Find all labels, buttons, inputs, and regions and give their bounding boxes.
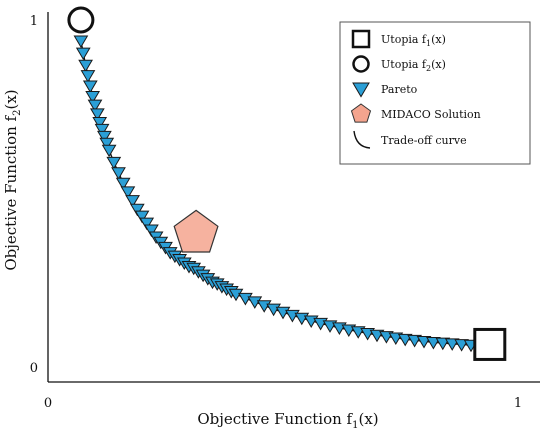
y-axis-label: Objective Function f2(x) (2, 89, 23, 270)
legend-box (339, 21, 531, 165)
legend: Utopia f1(x) Utopia f2(x) Pareto MIDACO Sol… (339, 21, 531, 165)
pareto-point (115, 177, 131, 191)
y-tick-label: 0 (30, 361, 38, 376)
midaco-solution-layer (173, 209, 219, 253)
pareto-point (444, 338, 460, 351)
pareto-point (97, 130, 112, 144)
pareto-point (435, 337, 451, 351)
pareto-point (454, 339, 469, 352)
pareto-point (92, 116, 108, 130)
pareto-point (80, 70, 96, 83)
midaco-solution-marker (173, 209, 219, 253)
x-axis-label-subscript: 1 (352, 420, 358, 431)
legend-curve-symbol (353, 130, 371, 149)
utopia-points-layer (67, 6, 507, 361)
tick-labels: 0 1 0 1 (30, 14, 522, 411)
axes (47, 12, 540, 383)
pareto-point (125, 195, 140, 208)
legend-label-utopia1: Utopia f1(x) (381, 33, 446, 48)
legend-label-midaco: MIDACO Solution (381, 108, 481, 121)
pareto-point (407, 334, 422, 348)
pareto-point (106, 156, 122, 170)
pareto-points (73, 35, 488, 353)
legend-label-pareto: Pareto (381, 83, 418, 96)
pareto-point (75, 47, 91, 61)
pareto-point (73, 35, 89, 48)
legend-midaco-symbol (350, 103, 372, 123)
x-tick-label: 1 (514, 396, 522, 411)
legend-utopia-f1-symbol (351, 29, 371, 49)
pareto-point (256, 300, 272, 313)
pareto-point (120, 186, 136, 199)
pareto-point (139, 217, 155, 231)
pareto-point (87, 99, 103, 113)
pareto-point (129, 203, 145, 217)
pareto-point (99, 137, 115, 151)
utopia-f2-marker (67, 6, 95, 34)
pareto-point (78, 59, 93, 73)
legend-pareto-symbol (352, 82, 370, 98)
x-axis-label: Objective Function f1(x) (197, 410, 378, 431)
x-tick-label: 0 (44, 396, 52, 411)
legend-label-curve: Trade-off curve (381, 134, 467, 147)
pareto-point (101, 144, 117, 158)
legend-label-utopia2: Utopia f2(x) (381, 58, 446, 73)
pareto-point (85, 90, 101, 104)
pareto-point (94, 123, 110, 137)
utopia-f1-marker (473, 327, 507, 361)
pareto-point (238, 292, 253, 306)
pareto-point (426, 336, 441, 350)
pareto-point (134, 210, 150, 224)
y-tick-label: 1 (30, 14, 38, 29)
pareto-point (397, 333, 413, 347)
pareto-point (247, 296, 263, 309)
pareto-point (89, 108, 105, 121)
legend-utopia-f2-symbol (352, 55, 370, 73)
y-axis-label-subscript: 2 (12, 110, 23, 116)
pareto-point (111, 167, 126, 180)
pareto-point (416, 335, 432, 349)
pareto-point (144, 224, 159, 238)
pareto-point (82, 80, 98, 94)
